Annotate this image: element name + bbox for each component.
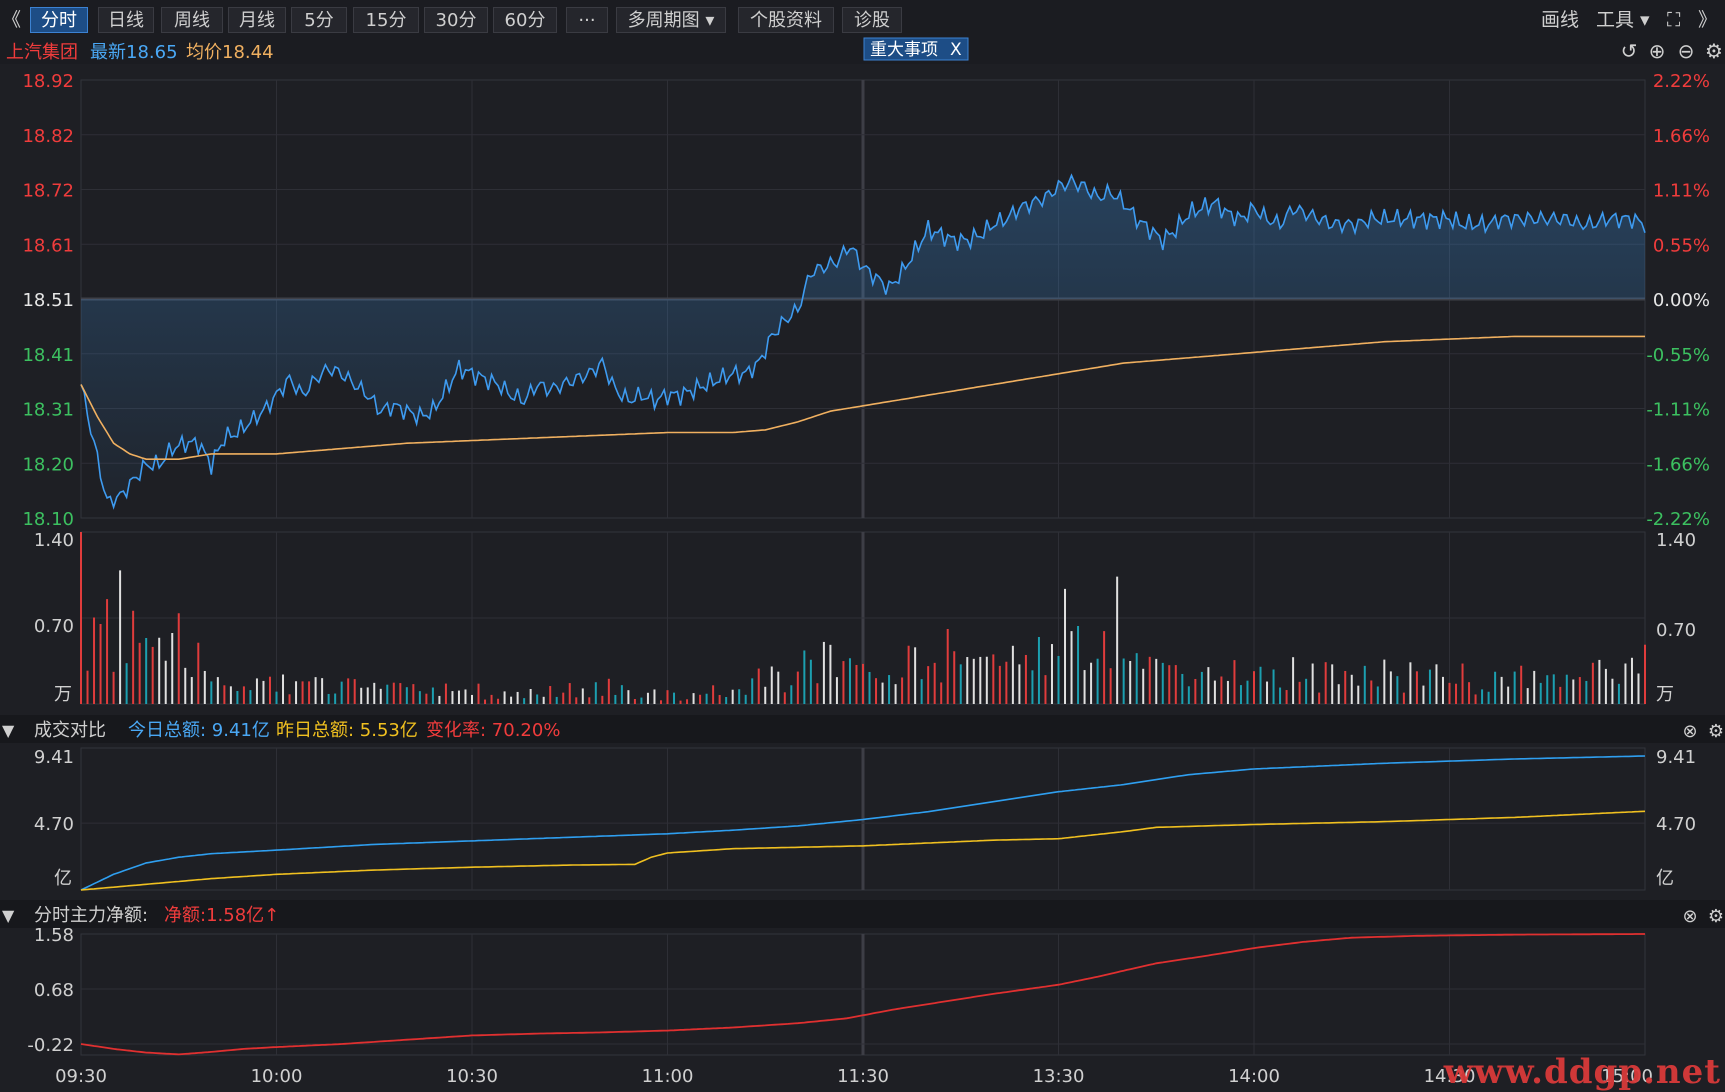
price-tick-left: 18.31 [22, 400, 74, 421]
vol-unit-right: 万 [1656, 684, 1674, 705]
time-tick: 09:30 [55, 1066, 107, 1087]
vol-tick-left: 0.70 [34, 616, 74, 637]
event-button-label[interactable]: 重大事项 [870, 40, 938, 60]
time-tick: 10:00 [251, 1066, 303, 1087]
collapse-netflow-icon[interactable]: ▼ [2, 906, 15, 925]
collapse-left-icon[interactable]: 《 [2, 9, 22, 31]
yesterday-total: 昨日总额: 5.53亿 [276, 720, 418, 741]
price-tick-left: 18.72 [22, 181, 74, 202]
percent-tick-right: 2.22% [1653, 71, 1710, 92]
price-area-fill [81, 175, 1645, 508]
netflow-gear-icon[interactable]: ⚙ [1708, 906, 1724, 927]
price-tick-left: 18.82 [22, 126, 74, 147]
gear-icon[interactable]: ⚙ [1705, 39, 1723, 63]
vol-tick-right: 0.70 [1656, 620, 1696, 641]
tab-15min[interactable]: 15分 [353, 7, 419, 33]
net-flow-line [80, 933, 1645, 1056]
net-amount: 净额:1.58亿↑ [164, 905, 279, 926]
price-header-bar [0, 38, 1725, 64]
avg-price: 均价18.44 [186, 42, 274, 63]
percent-tick-right: 0.55% [1653, 235, 1710, 256]
undo-icon[interactable]: ↺ [1621, 39, 1638, 63]
cmp-unit-left: 亿 [54, 868, 72, 889]
percent-tick-right: 0.00% [1653, 290, 1710, 311]
cmp-tick-right: 9.41 [1656, 747, 1696, 768]
tab-diagnose[interactable]: 诊股 [842, 7, 902, 33]
yesterday-total-line [80, 810, 1646, 891]
price-tick-left: 18.41 [22, 345, 74, 366]
price-line [80, 173, 1646, 510]
net-tick-left: 0.68 [34, 980, 74, 1001]
percent-tick-right: 1.66% [1653, 126, 1710, 147]
fullscreen-icon[interactable]: ⛶ [1667, 9, 1681, 31]
latest-price: 最新18.65 [90, 42, 178, 63]
compare-header-bar [0, 715, 1725, 743]
tab-monthly[interactable]: 月线 [228, 7, 286, 33]
tab-weekly[interactable]: 周线 [161, 7, 223, 33]
cmp-tick-left: 4.70 [34, 814, 74, 835]
vol-tick-left: 1.40 [34, 530, 74, 551]
tab-multi-period[interactable]: 多周期图 ▾ [616, 7, 726, 33]
time-tick: 14:00 [1228, 1066, 1280, 1087]
change-rate: 变化率: 70.20% [426, 720, 560, 741]
compare-title: 成交对比 [34, 720, 106, 741]
percent-tick-right: -1.66% [1646, 454, 1710, 475]
time-tick: 14:30 [1424, 1066, 1476, 1087]
tab-profile[interactable]: 个股资料 [738, 7, 834, 33]
stock-name: 上汽集团 [6, 42, 78, 63]
today-total-line [80, 755, 1646, 891]
net-tick-left: -0.22 [27, 1035, 74, 1056]
price-tick-left: 18.92 [22, 71, 74, 92]
percent-tick-right: -2.22% [1646, 509, 1710, 530]
percent-tick-right: -0.55% [1646, 345, 1710, 366]
event-close-icon[interactable]: X [950, 40, 962, 60]
price-tick-left: 18.61 [22, 235, 74, 256]
collapse-compare-icon[interactable]: ▼ [2, 721, 15, 740]
tab-more[interactable]: ··· [566, 7, 608, 33]
today-total: 今日总额: 9.41亿 [128, 720, 270, 741]
event-button[interactable] [863, 37, 969, 61]
toolbar: 《分时 日线 周线 月线 5分 15分 30分 60分 ··· 多周期图 ▾ 个股资料 诊股 画线 工具 … [0, 0, 1725, 39]
cmp-unit-right: 亿 [1656, 868, 1674, 889]
vol-unit-left: 万 [54, 684, 72, 705]
tab-60min[interactable]: 60分 [493, 7, 557, 33]
time-tick: 15:00 [1601, 1066, 1653, 1087]
tab-intraday[interactable]: 分时 [30, 7, 88, 33]
percent-tick-right: 1.11% [1653, 181, 1710, 202]
close-netflow-icon[interactable]: ⊗ [1682, 906, 1697, 927]
draw-line-button[interactable]: 画线 [1541, 9, 1580, 31]
zoom-out-icon[interactable]: ⊖ [1678, 39, 1695, 63]
vol-tick-right: 1.40 [1656, 530, 1696, 551]
time-tick: 13:30 [1033, 1066, 1085, 1087]
watermark-logo: www.ddgp.net [1443, 1052, 1721, 1092]
cmp-tick-left: 9.41 [34, 747, 74, 768]
close-compare-icon[interactable]: ⊗ [1682, 721, 1697, 742]
tab-5min[interactable]: 5分 [291, 7, 347, 33]
percent-tick-right: -1.11% [1646, 400, 1710, 421]
caret-down-icon: ▾ [699, 10, 715, 31]
tab-daily[interactable]: 日线 [98, 7, 154, 33]
price-tick-left: 18.10 [22, 509, 74, 530]
compare-gear-icon[interactable]: ⚙ [1708, 721, 1724, 742]
price-tick-left: 18.51 [22, 290, 74, 311]
price-tick-left: 18.20 [22, 454, 74, 475]
tab-30min[interactable]: 30分 [424, 7, 488, 33]
tab-multi-period-label: 多周期图 [627, 10, 700, 31]
time-tick: 11:00 [642, 1066, 694, 1087]
netflow-header-bar [0, 900, 1725, 928]
zoom-in-icon[interactable]: ⊕ [1649, 39, 1666, 63]
net-tick-left: 1.58 [34, 925, 74, 946]
tools-menu[interactable]: 工具 ▾ [1596, 9, 1650, 31]
netflow-title: 分时主力净额: [34, 905, 148, 926]
collapse-right-icon[interactable]: 》 [1698, 9, 1718, 31]
avg-price-line [80, 335, 1645, 461]
time-tick: 11:30 [837, 1066, 889, 1087]
cmp-tick-right: 4.70 [1656, 814, 1696, 835]
time-tick: 10:30 [446, 1066, 498, 1087]
